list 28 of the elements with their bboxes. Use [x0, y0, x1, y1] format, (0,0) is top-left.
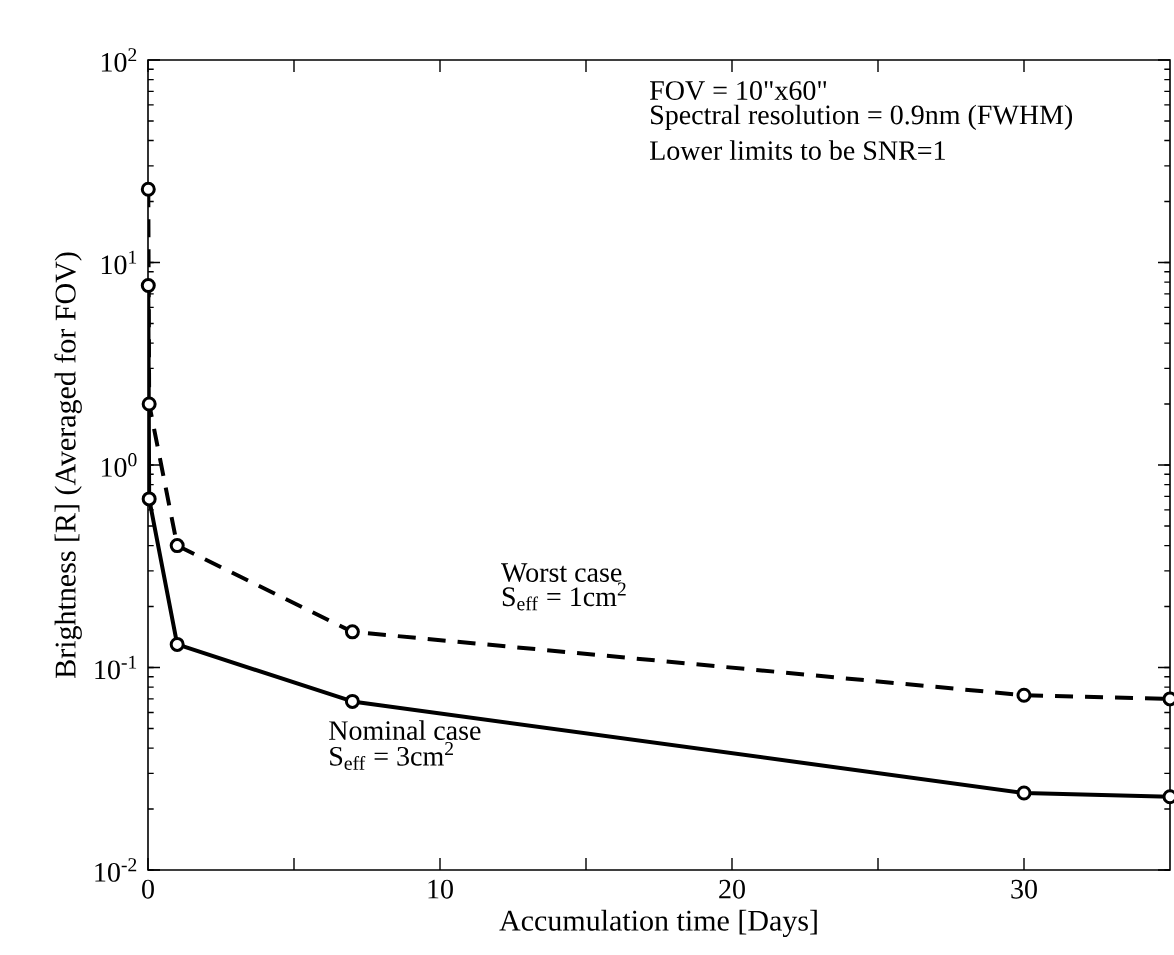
x-axis-title: Accumulation time [Days] — [499, 909, 817, 937]
point — [141, 491, 157, 507]
point — [1016, 785, 1032, 801]
annotation: S$_{eff}$ = 3cm$^{2}$ — [330, 742, 453, 770]
point — [141, 396, 157, 412]
annotation: Lower limits to be SNR=1 — [650, 140, 945, 161]
annotation: S$_{eff}$ = 1cm$^{2}$ — [502, 582, 626, 611]
point — [1016, 687, 1032, 703]
annotation: FOV = 10"x60" — [650, 81, 827, 101]
series-label: Nominal case — [329, 720, 481, 741]
x-tick-label: 20 — [719, 879, 745, 899]
point — [169, 538, 185, 554]
y-tick-label: 10$^{-2}$ — [95, 858, 137, 882]
annotation: Spectral resolution = 0.9nm (FWHM) — [651, 104, 1073, 131]
point — [344, 624, 360, 640]
y-tick-label: 10$^{-1}$ — [95, 655, 137, 680]
y-axis-title: Brightness [R] (Averaged for FOV) — [54, 252, 82, 678]
x-tick-label: 10 — [428, 879, 453, 899]
y-tick-label: 10$^{2}$ — [101, 48, 137, 72]
y-tick-label: 10$^{1}$ — [101, 250, 137, 275]
point — [140, 278, 156, 293]
x-tick-label: 30 — [1011, 879, 1037, 899]
text: Worst case — [501, 563, 622, 583]
y-tick-label: 10$^{0}$ — [101, 453, 137, 477]
point — [344, 693, 360, 709]
point — [169, 636, 185, 652]
x-tick-label: 0 — [142, 879, 154, 899]
point — [140, 181, 156, 197]
